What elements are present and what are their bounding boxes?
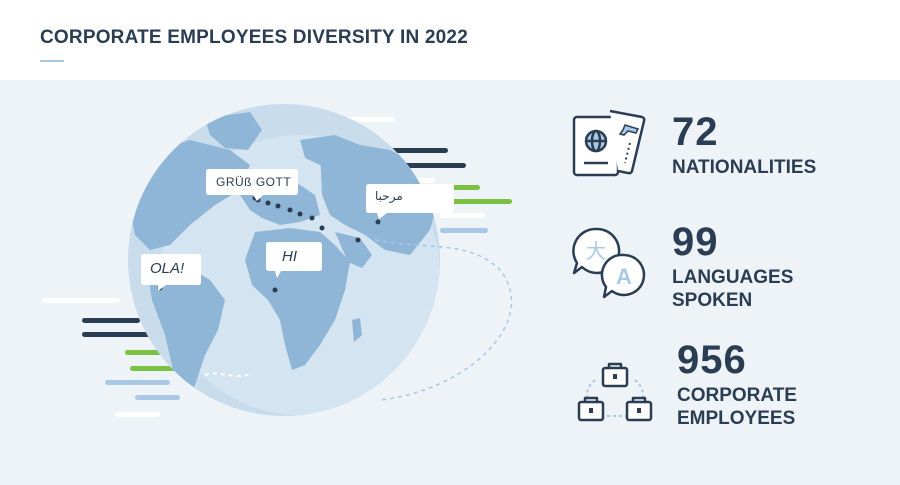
globe-illustration xyxy=(42,104,513,417)
briefcases-icon xyxy=(577,362,653,422)
stat-value: 72 xyxy=(672,110,719,154)
speed-lines-left xyxy=(42,298,180,417)
stat-nationalities: 72 NATIONALITIES xyxy=(672,112,816,179)
header: CORPORATE EMPLOYEES DIVERSITY IN 2022 xyxy=(0,0,900,80)
stat-label-line: LANGUAGES xyxy=(672,267,794,288)
continents xyxy=(128,112,440,405)
stat-label-line: CORPORATE xyxy=(677,385,797,406)
stat-label: CORPORATE EMPLOYEES xyxy=(677,384,797,430)
stat-label-line: SPOKEN xyxy=(672,290,753,311)
bubble-hi xyxy=(266,242,322,278)
passport-icon xyxy=(572,109,646,177)
title-underline xyxy=(40,60,64,62)
stat-label: LANGUAGES SPOKEN xyxy=(672,266,793,312)
greeting-hi: HI xyxy=(282,248,297,265)
stat-value: 99 xyxy=(672,220,719,264)
page-title: CORPORATE EMPLOYEES DIVERSITY IN 2022 xyxy=(40,27,468,48)
svg-text:大: 大 xyxy=(586,239,606,263)
bubble-ola xyxy=(141,254,201,291)
translate-icon: 大 A xyxy=(572,227,646,299)
stat-languages: 99 LANGUAGES SPOKEN xyxy=(672,222,793,312)
greeting-ola: OLA! xyxy=(150,260,185,277)
greeting-arabic: مرحبا xyxy=(375,189,403,203)
bubble-gruss-gott xyxy=(206,169,298,201)
stat-value: 956 xyxy=(677,338,747,382)
svg-text:A: A xyxy=(616,264,632,289)
stat-label: NATIONALITIES xyxy=(672,157,817,178)
greeting-gruss-gott: GRÜß GOTT xyxy=(216,175,292,189)
stat-employees: 956 CORPORATE EMPLOYEES xyxy=(677,340,797,430)
bubble-arabic xyxy=(366,184,454,219)
stat-label-line: EMPLOYEES xyxy=(677,408,796,429)
